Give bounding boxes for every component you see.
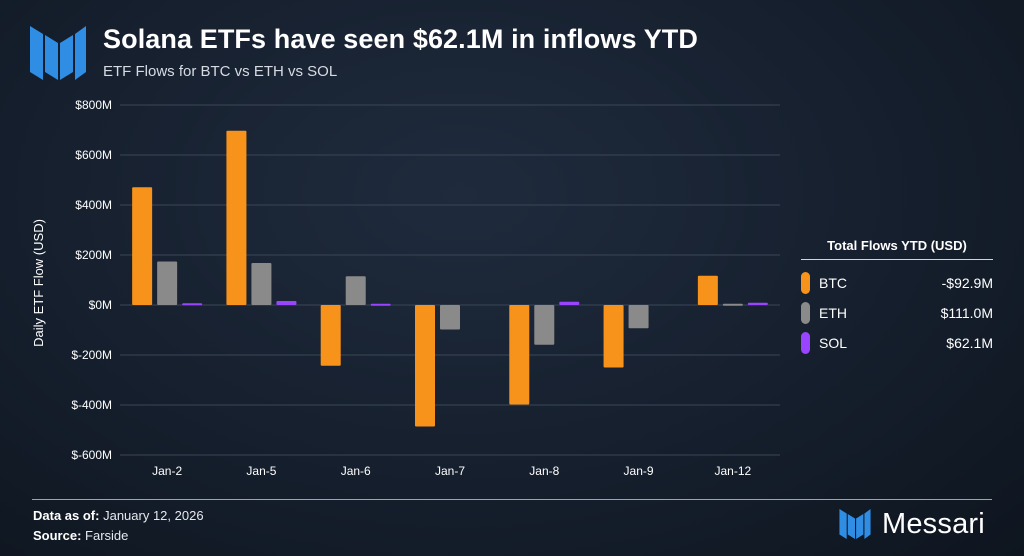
data-as-of-label: Data as of: — [33, 508, 100, 523]
bar-btc-jan-5 — [226, 130, 247, 305]
bar-btc-jan-12 — [697, 275, 718, 305]
x-tick-label: Jan-9 — [624, 464, 654, 478]
y-tick-label: $-600M — [71, 448, 112, 462]
legend-swatch-sol — [801, 332, 810, 354]
grid-layer — [120, 104, 780, 456]
y-tick-label: $800M — [75, 98, 112, 112]
brand-logo: Messari — [838, 506, 985, 542]
data-as-of-value: January 12, 2026 — [103, 508, 204, 523]
totals-legend: Total Flows YTD (USD) BTC -$92.9M ETH $1… — [801, 238, 993, 358]
y-tick-label: $600M — [75, 148, 112, 162]
bar-btc-jan-2 — [132, 187, 153, 305]
label-layer: $800M $600M $400M $200M $0M $-200M $-400M $-600… — [71, 98, 751, 478]
bar-sol-jan-2 — [182, 303, 203, 306]
bar-sol-jan-6 — [370, 303, 391, 306]
bar-sol-jan-8 — [559, 301, 580, 305]
legend-item-btc: BTC -$92.9M — [801, 268, 993, 298]
y-tick-label: $400M — [75, 198, 112, 212]
messari-mark-icon — [839, 509, 871, 539]
bar-eth-jan-5 — [251, 263, 272, 305]
bar-eth-jan-9 — [628, 305, 649, 329]
bar-eth-jan-2 — [157, 261, 178, 305]
bar-btc-jan-9 — [603, 305, 624, 368]
x-tick-label: Jan-6 — [341, 464, 371, 478]
data-as-of: Data as of: January 12, 2026 — [33, 508, 204, 523]
legend-item-eth: ETH $111.0M — [801, 298, 993, 328]
bar-layer — [132, 130, 768, 427]
y-tick-label: $200M — [75, 248, 112, 262]
y-tick-label: $-400M — [71, 398, 112, 412]
legend-swatch-eth — [801, 302, 810, 324]
y-axis-label: Daily ETF Flow (USD) — [31, 219, 46, 347]
legend-name: BTC — [819, 275, 847, 291]
chart-subtitle: ETF Flows for BTC vs ETH vs SOL — [103, 63, 338, 80]
bar-sol-jan-12 — [747, 302, 768, 305]
x-tick-label: Jan-12 — [715, 464, 752, 478]
legend-swatch-btc — [801, 272, 810, 294]
y-tick-label: $0M — [89, 298, 112, 312]
x-tick-label: Jan-5 — [246, 464, 276, 478]
bar-btc-jan-7 — [415, 305, 435, 427]
legend-name: SOL — [819, 335, 848, 351]
y-tick-label: $-200M — [71, 348, 112, 362]
messari-logo-icon — [30, 26, 86, 80]
legend-value: $111.0M — [940, 305, 993, 321]
legend-name: ETH — [819, 305, 847, 321]
bar-eth-jan-6 — [345, 276, 366, 305]
bar-btc-jan-6 — [320, 305, 341, 366]
brand-name: Messari — [882, 507, 985, 540]
source-value: Farside — [85, 528, 129, 543]
legend-value: $62.1M — [946, 335, 993, 351]
bar-btc-jan-8 — [509, 305, 530, 405]
x-tick-label: Jan-7 — [435, 464, 465, 478]
bar-eth-jan-8 — [534, 305, 555, 345]
legend-value: -$92.9M — [941, 275, 993, 291]
legend-title: Total Flows YTD (USD) — [801, 238, 993, 260]
x-tick-label: Jan-2 — [152, 464, 182, 478]
footer-divider — [32, 499, 992, 500]
bar-eth-jan-12 — [722, 303, 743, 306]
bar-eth-jan-7 — [440, 305, 460, 330]
chart-title: Solana ETFs have seen $62.1M in inflows … — [103, 24, 698, 54]
x-tick-label: Jan-8 — [529, 464, 559, 478]
bar-sol-jan-5 — [276, 301, 297, 305]
legend-item-sol: SOL $62.1M — [801, 328, 993, 358]
bar-chart: $800M $600M $400M $200M $0M $-200M $-400M $-600… — [31, 98, 780, 478]
source: Source: Farside — [33, 528, 128, 543]
source-label: Source: — [33, 528, 82, 543]
